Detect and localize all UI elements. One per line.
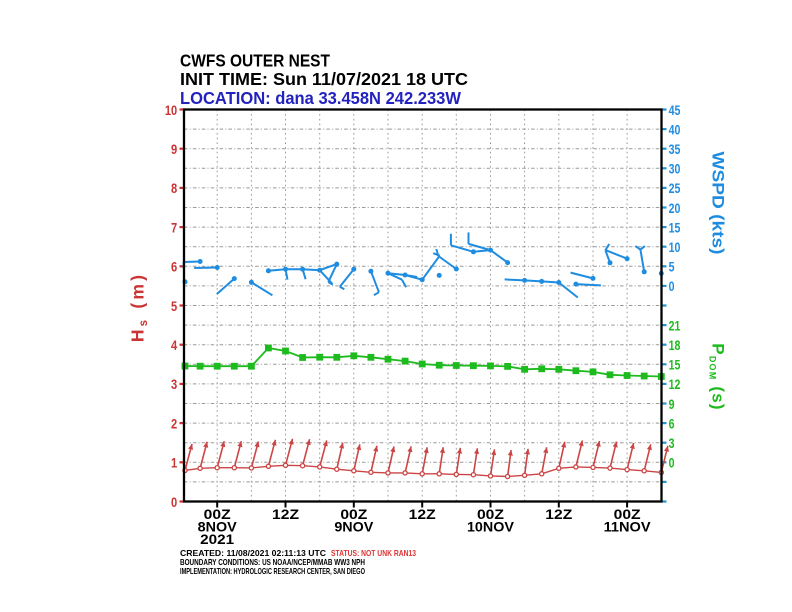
svg-text:40: 40 [669,121,681,137]
svg-text:1: 1 [171,455,177,471]
svg-text:0: 0 [171,494,177,510]
svg-text:CWFS OUTER NEST: CWFS OUTER NEST [180,51,330,71]
svg-text:5: 5 [171,298,177,314]
svg-text:CREATED: 11/08/2021 02:11:13 U: CREATED: 11/08/2021 02:11:13 UTC [180,548,326,558]
svg-text:INIT TIME: Sun 11/07/2021 18 U: INIT TIME: Sun 11/07/2021 18 UTC [180,69,468,89]
svg-text:7: 7 [171,219,177,235]
svg-text:3: 3 [669,435,675,451]
svg-text:12Z: 12Z [545,506,573,522]
svg-text:3: 3 [171,376,177,392]
svg-text:2: 2 [171,415,177,431]
svg-text:8NOV: 8NOV [198,519,238,535]
svg-text:15: 15 [669,219,681,235]
svg-text:11NOV: 11NOV [604,519,652,535]
svg-text:35: 35 [669,141,681,157]
svg-text:20: 20 [669,200,681,216]
svg-text:12Z: 12Z [409,506,437,522]
svg-text:Hs (m): Hs (m) [128,272,151,342]
svg-text:5: 5 [669,259,675,275]
svg-text:15: 15 [669,357,681,373]
svg-text:6: 6 [669,415,675,431]
svg-text:10NOV: 10NOV [467,519,515,535]
svg-text:9: 9 [669,396,675,412]
svg-text:12: 12 [669,376,681,392]
svg-text:LOCATION: dana 33.458N 242.233: LOCATION: dana 33.458N 242.233W [180,88,461,108]
svg-text:25: 25 [669,180,681,196]
svg-text:00Z: 00Z [340,506,368,522]
svg-text:BOUNDARY CONDITIONS: US NOAA/N: BOUNDARY CONDITIONS: US NOAA/NCEP/MMAB W… [180,557,365,567]
svg-text:18: 18 [669,337,681,353]
svg-text:0: 0 [669,278,675,294]
svg-text:9NOV: 9NOV [334,519,374,535]
svg-text:12Z: 12Z [272,506,300,522]
svg-text:0: 0 [669,455,675,471]
svg-text:9: 9 [171,141,177,157]
svg-text:6: 6 [171,259,177,275]
svg-text:10: 10 [165,102,177,118]
svg-text:IMPLEMENTATION: HYDROLOGIC RES: IMPLEMENTATION: HYDROLOGIC RESEARCH CENT… [180,566,365,576]
svg-text:00Z: 00Z [204,506,232,522]
svg-text:00Z: 00Z [614,506,642,522]
svg-text:30: 30 [669,161,681,177]
svg-text:4: 4 [171,337,177,353]
svg-text:10: 10 [669,239,681,255]
svg-text:STATUS: NOT UNK RAN13: STATUS: NOT UNK RAN13 [331,548,416,558]
svg-text:00Z: 00Z [477,506,505,522]
svg-text:WSPD (kts): WSPD (kts) [709,152,727,255]
svg-text:2021: 2021 [200,531,234,547]
svg-text:21: 21 [669,317,681,333]
svg-text:8: 8 [171,180,177,196]
svg-text:45: 45 [669,102,681,118]
